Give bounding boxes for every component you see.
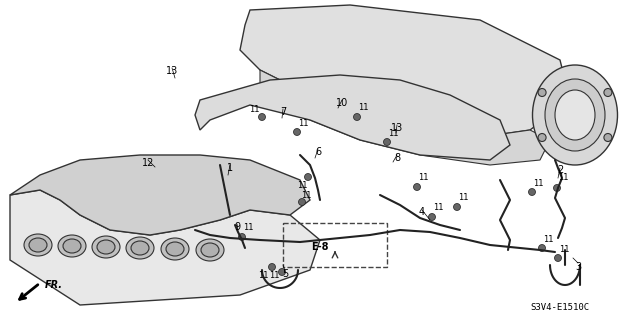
- Circle shape: [604, 88, 612, 97]
- Text: 4: 4: [419, 207, 425, 217]
- Circle shape: [298, 198, 305, 205]
- Polygon shape: [10, 155, 310, 235]
- Ellipse shape: [532, 65, 618, 165]
- Text: 9: 9: [234, 222, 240, 232]
- Text: 11: 11: [258, 271, 268, 279]
- Ellipse shape: [555, 90, 595, 140]
- Circle shape: [604, 133, 612, 142]
- Circle shape: [554, 255, 561, 262]
- Ellipse shape: [196, 239, 224, 261]
- Text: 8: 8: [394, 153, 400, 163]
- Ellipse shape: [24, 234, 52, 256]
- Text: 13: 13: [166, 66, 178, 76]
- Text: 11: 11: [543, 235, 553, 244]
- Text: 10: 10: [336, 98, 348, 108]
- Text: 7: 7: [280, 107, 286, 117]
- Circle shape: [538, 88, 546, 97]
- Text: 11: 11: [249, 106, 259, 115]
- Text: 11: 11: [458, 194, 468, 203]
- Ellipse shape: [58, 235, 86, 257]
- Ellipse shape: [166, 242, 184, 256]
- Polygon shape: [10, 190, 320, 305]
- Text: 5: 5: [282, 269, 288, 279]
- Text: 11: 11: [298, 118, 308, 128]
- Text: FR.: FR.: [45, 280, 63, 290]
- Text: 11: 11: [388, 129, 398, 137]
- Text: 11: 11: [301, 190, 311, 199]
- Polygon shape: [260, 70, 550, 165]
- Text: 12: 12: [142, 158, 154, 168]
- Text: 11: 11: [433, 204, 444, 212]
- Circle shape: [429, 213, 435, 220]
- Ellipse shape: [131, 241, 149, 255]
- Text: E-8: E-8: [311, 242, 329, 252]
- Circle shape: [269, 263, 275, 271]
- Circle shape: [538, 244, 545, 251]
- Ellipse shape: [92, 236, 120, 258]
- Ellipse shape: [201, 243, 219, 257]
- Text: 11: 11: [243, 224, 253, 233]
- Text: 2: 2: [557, 165, 563, 175]
- Ellipse shape: [63, 239, 81, 253]
- Text: 11: 11: [557, 174, 568, 182]
- Circle shape: [294, 129, 301, 136]
- Ellipse shape: [126, 237, 154, 259]
- Circle shape: [278, 269, 285, 276]
- Text: 6: 6: [315, 147, 321, 157]
- Polygon shape: [195, 75, 510, 160]
- Circle shape: [239, 234, 246, 241]
- Text: 3: 3: [575, 262, 581, 272]
- Text: 11: 11: [559, 246, 569, 255]
- Circle shape: [383, 138, 390, 145]
- Circle shape: [353, 114, 360, 121]
- Circle shape: [305, 174, 312, 181]
- Text: S3V4-E1510C: S3V4-E1510C: [530, 303, 589, 313]
- Text: 11: 11: [418, 174, 428, 182]
- Circle shape: [554, 184, 561, 191]
- Ellipse shape: [161, 238, 189, 260]
- Circle shape: [454, 204, 461, 211]
- Circle shape: [413, 183, 420, 190]
- Text: 1: 1: [227, 163, 233, 173]
- Text: 11: 11: [297, 181, 307, 189]
- Ellipse shape: [545, 79, 605, 151]
- Ellipse shape: [29, 238, 47, 252]
- Circle shape: [529, 189, 536, 196]
- Text: 13: 13: [391, 123, 403, 133]
- Circle shape: [538, 133, 546, 142]
- Text: 11: 11: [269, 271, 279, 279]
- Polygon shape: [240, 5, 570, 140]
- Text: 11: 11: [358, 103, 368, 113]
- Circle shape: [259, 114, 266, 121]
- Ellipse shape: [97, 240, 115, 254]
- Text: 11: 11: [532, 179, 543, 188]
